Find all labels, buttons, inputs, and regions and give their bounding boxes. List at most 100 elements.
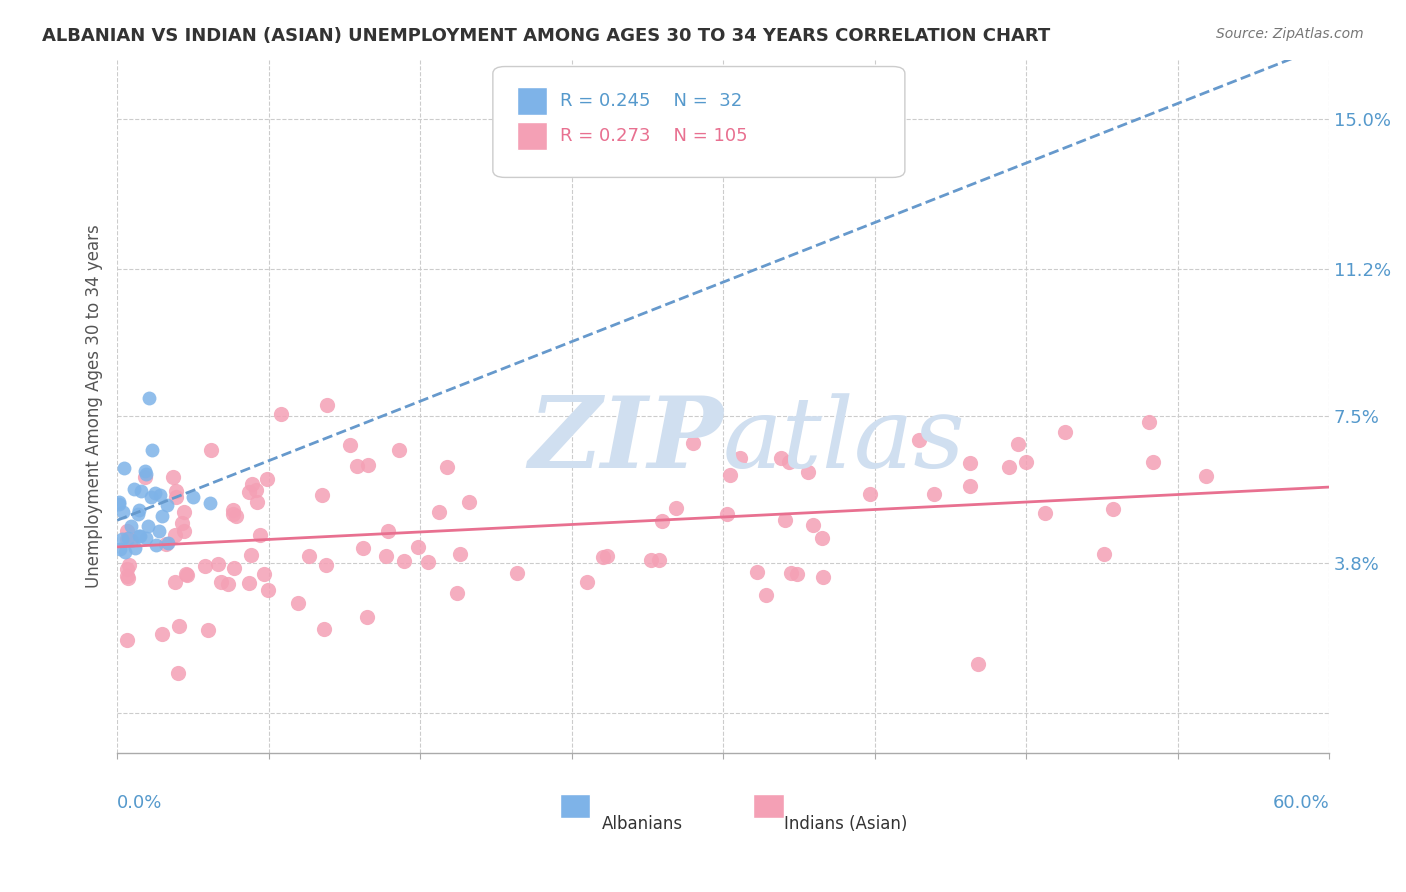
Text: atlas: atlas: [723, 393, 966, 489]
Point: [174, 566, 197, 581]
Point: [128, 529, 150, 543]
Point: [135, 531, 157, 545]
Point: [287, 596, 309, 610]
FancyBboxPatch shape: [517, 87, 547, 115]
Text: ZIP: ZIP: [529, 392, 723, 489]
Point: [716, 508, 738, 522]
Point: [117, 531, 139, 545]
Point: [163, 528, 186, 542]
Point: [117, 558, 139, 572]
Point: [124, 482, 146, 496]
Point: [149, 488, 172, 502]
Point: [176, 568, 198, 582]
Point: [778, 455, 800, 469]
Point: [108, 495, 131, 509]
Point: [596, 549, 619, 563]
Point: [198, 496, 221, 510]
Point: [908, 433, 931, 447]
Point: [811, 532, 834, 546]
Point: [225, 508, 247, 523]
Point: [193, 559, 215, 574]
Point: [506, 566, 529, 581]
Point: [311, 488, 333, 502]
Point: [1092, 547, 1115, 561]
Point: [769, 450, 792, 465]
Point: [246, 495, 269, 509]
Point: [120, 519, 142, 533]
Point: [141, 443, 163, 458]
Point: [959, 479, 981, 493]
Point: [124, 541, 146, 555]
Point: [592, 549, 614, 564]
Point: [665, 501, 688, 516]
Point: [253, 566, 276, 581]
Point: [117, 532, 139, 546]
Point: [1195, 469, 1218, 483]
Point: [858, 486, 880, 500]
Point: [129, 484, 152, 499]
Point: [797, 465, 820, 479]
Point: [111, 505, 134, 519]
Text: Indians (Asian): Indians (Asian): [783, 815, 907, 833]
Point: [357, 458, 380, 472]
Point: [1139, 415, 1161, 429]
FancyBboxPatch shape: [560, 794, 589, 819]
Point: [392, 554, 415, 568]
Point: [256, 583, 278, 598]
Point: [1015, 455, 1038, 469]
Point: [755, 588, 778, 602]
Point: [128, 529, 150, 543]
Point: [1033, 506, 1056, 520]
Text: 60.0%: 60.0%: [1272, 794, 1329, 812]
Point: [217, 576, 239, 591]
Point: [112, 461, 135, 475]
Point: [1101, 501, 1123, 516]
Point: [181, 490, 204, 504]
Point: [315, 558, 337, 572]
Point: [245, 483, 267, 498]
Point: [298, 549, 321, 563]
Point: [375, 549, 398, 563]
Point: [167, 619, 190, 633]
Text: ALBANIAN VS INDIAN (ASIAN) UNEMPLOYMENT AMONG AGES 30 TO 34 YEARS CORRELATION CH: ALBANIAN VS INDIAN (ASIAN) UNEMPLOYMENT …: [42, 27, 1050, 45]
Point: [138, 392, 160, 406]
Point: [356, 610, 378, 624]
Text: 0.0%: 0.0%: [117, 794, 163, 812]
Point: [163, 574, 186, 589]
Point: [270, 407, 292, 421]
Point: [143, 486, 166, 500]
Text: Source: ZipAtlas.com: Source: ZipAtlas.com: [1216, 27, 1364, 41]
Point: [148, 524, 170, 538]
Point: [134, 470, 156, 484]
Point: [209, 574, 232, 589]
Point: [997, 460, 1019, 475]
Point: [165, 484, 187, 499]
Point: [967, 657, 990, 671]
Point: [141, 490, 163, 504]
Y-axis label: Unemployment Among Ages 30 to 34 years: Unemployment Among Ages 30 to 34 years: [86, 224, 103, 588]
Text: R = 0.273    N = 105: R = 0.273 N = 105: [560, 127, 747, 145]
Point: [651, 514, 673, 528]
Point: [339, 438, 361, 452]
Point: [155, 537, 177, 551]
Point: [222, 503, 245, 517]
Point: [136, 519, 159, 533]
Point: [959, 456, 981, 470]
Point: [312, 622, 335, 636]
Point: [388, 443, 411, 458]
Point: [114, 545, 136, 559]
Point: [127, 507, 149, 521]
Point: [134, 465, 156, 479]
Point: [117, 633, 139, 648]
Point: [647, 552, 669, 566]
Point: [135, 467, 157, 482]
Point: [377, 524, 399, 539]
Point: [801, 518, 824, 533]
Point: [1053, 425, 1076, 439]
Point: [145, 539, 167, 553]
Point: [1142, 455, 1164, 469]
Point: [120, 533, 142, 547]
Point: [682, 436, 704, 450]
Point: [576, 574, 599, 589]
Point: [249, 528, 271, 542]
